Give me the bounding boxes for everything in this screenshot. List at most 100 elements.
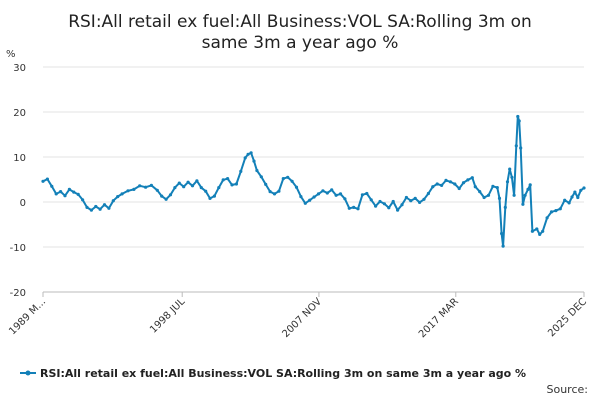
- data-point-0-19[interactable]: [126, 189, 130, 193]
- data-point-0-100[interactable]: [482, 195, 486, 200]
- data-point-0-2[interactable]: [50, 184, 54, 188]
- data-point-0-27[interactable]: [168, 193, 173, 197]
- data-point-0-81[interactable]: [400, 203, 404, 207]
- data-point-0-123[interactable]: [541, 229, 545, 233]
- data-point-0-69[interactable]: [347, 206, 351, 210]
- data-point-0-86[interactable]: [422, 197, 426, 201]
- data-point-0-11[interactable]: [89, 208, 93, 212]
- data-point-0-133[interactable]: [579, 188, 583, 192]
- data-point-0-112[interactable]: [514, 144, 518, 148]
- data-point-0-80[interactable]: [396, 208, 400, 212]
- data-point-0-56[interactable]: [290, 179, 294, 183]
- data-point-0-3[interactable]: [54, 192, 58, 196]
- data-point-0-68[interactable]: [343, 197, 347, 201]
- data-point-0-35[interactable]: [204, 189, 208, 193]
- data-point-0-4[interactable]: [59, 190, 63, 194]
- data-point-0-36[interactable]: [208, 196, 212, 200]
- data-point-0-120[interactable]: [530, 229, 535, 233]
- data-point-0-129[interactable]: [567, 201, 571, 205]
- data-point-0-110[interactable]: [510, 175, 514, 179]
- data-point-0-130[interactable]: [570, 195, 574, 199]
- data-point-0-42[interactable]: [234, 182, 238, 186]
- data-point-0-34[interactable]: [199, 186, 203, 190]
- data-point-0-5[interactable]: [63, 194, 67, 198]
- data-point-0-102[interactable]: [491, 184, 495, 188]
- data-point-0-131[interactable]: [573, 190, 577, 194]
- data-point-0-48[interactable]: [255, 168, 259, 173]
- data-point-0-107[interactable]: [503, 205, 507, 209]
- data-point-0-93[interactable]: [453, 182, 457, 186]
- data-point-0-82[interactable]: [404, 195, 408, 200]
- data-point-0-52[interactable]: [272, 192, 277, 196]
- data-point-0-45[interactable]: [246, 152, 250, 156]
- data-point-0-60[interactable]: [308, 198, 312, 202]
- data-point-0-113[interactable]: [516, 114, 520, 119]
- data-point-0-94[interactable]: [457, 186, 461, 191]
- data-point-0-115[interactable]: [519, 146, 523, 150]
- data-point-0-118[interactable]: [526, 187, 530, 191]
- data-point-0-121[interactable]: [535, 227, 539, 231]
- data-point-0-31[interactable]: [186, 180, 190, 184]
- data-point-0-134[interactable]: [582, 186, 586, 190]
- data-point-0-25[interactable]: [160, 194, 164, 198]
- data-point-0-23[interactable]: [149, 183, 153, 187]
- data-point-0-72[interactable]: [360, 193, 364, 197]
- data-point-0-98[interactable]: [473, 185, 477, 189]
- data-point-0-43[interactable]: [239, 169, 243, 173]
- data-point-0-10[interactable]: [85, 205, 89, 209]
- data-point-0-40[interactable]: [226, 177, 230, 181]
- data-point-0-58[interactable]: [299, 195, 303, 199]
- data-point-0-38[interactable]: [217, 186, 221, 190]
- data-point-0-7[interactable]: [72, 190, 76, 194]
- data-point-0-15[interactable]: [107, 206, 111, 210]
- data-point-0-108[interactable]: [505, 180, 510, 184]
- data-point-0-111[interactable]: [512, 193, 516, 197]
- data-point-0-51[interactable]: [268, 190, 272, 194]
- data-point-0-106[interactable]: [501, 244, 505, 248]
- data-point-0-22[interactable]: [144, 185, 148, 189]
- data-point-0-97[interactable]: [470, 176, 474, 180]
- data-point-0-12[interactable]: [94, 204, 98, 209]
- data-point-0-64[interactable]: [325, 191, 329, 195]
- data-point-0-59[interactable]: [303, 201, 307, 205]
- data-point-0-92[interactable]: [448, 180, 452, 184]
- data-point-0-18[interactable]: [120, 192, 124, 196]
- data-point-0-33[interactable]: [195, 179, 199, 183]
- data-point-0-29[interactable]: [177, 181, 181, 185]
- data-point-0-63[interactable]: [321, 189, 325, 193]
- data-point-0-77[interactable]: [382, 202, 386, 206]
- data-point-0-78[interactable]: [387, 206, 391, 210]
- data-point-0-30[interactable]: [182, 185, 186, 189]
- data-point-0-66[interactable]: [334, 193, 338, 197]
- data-point-0-49[interactable]: [259, 175, 263, 179]
- data-point-0-13[interactable]: [98, 207, 102, 211]
- data-point-0-57[interactable]: [294, 185, 299, 189]
- data-point-0-95[interactable]: [461, 181, 466, 185]
- data-point-0-88[interactable]: [431, 185, 435, 189]
- data-point-0-74[interactable]: [369, 198, 373, 202]
- data-point-0-104[interactable]: [497, 196, 502, 200]
- data-point-0-47[interactable]: [252, 159, 256, 163]
- data-point-0-65[interactable]: [330, 188, 334, 192]
- data-point-0-116[interactable]: [521, 202, 525, 206]
- data-point-0-125[interactable]: [549, 210, 554, 214]
- data-point-0-8[interactable]: [76, 192, 80, 196]
- data-point-0-99[interactable]: [478, 190, 482, 194]
- data-point-0-76[interactable]: [378, 199, 382, 204]
- data-point-0-79[interactable]: [391, 199, 395, 204]
- data-point-0-53[interactable]: [277, 189, 281, 193]
- data-point-0-87[interactable]: [426, 191, 430, 196]
- data-point-0-73[interactable]: [365, 191, 369, 196]
- data-point-0-41[interactable]: [230, 183, 234, 187]
- data-point-0-1[interactable]: [45, 177, 50, 181]
- data-point-0-61[interactable]: [312, 195, 316, 199]
- data-point-0-124[interactable]: [545, 216, 549, 220]
- data-point-0-128[interactable]: [563, 198, 567, 202]
- data-point-0-126[interactable]: [554, 209, 558, 213]
- data-point-0-85[interactable]: [418, 200, 422, 204]
- data-point-0-28[interactable]: [173, 186, 177, 190]
- data-point-0-83[interactable]: [409, 199, 413, 203]
- data-point-0-132[interactable]: [576, 195, 580, 200]
- data-point-0-90[interactable]: [440, 183, 444, 187]
- data-point-0-9[interactable]: [81, 198, 85, 202]
